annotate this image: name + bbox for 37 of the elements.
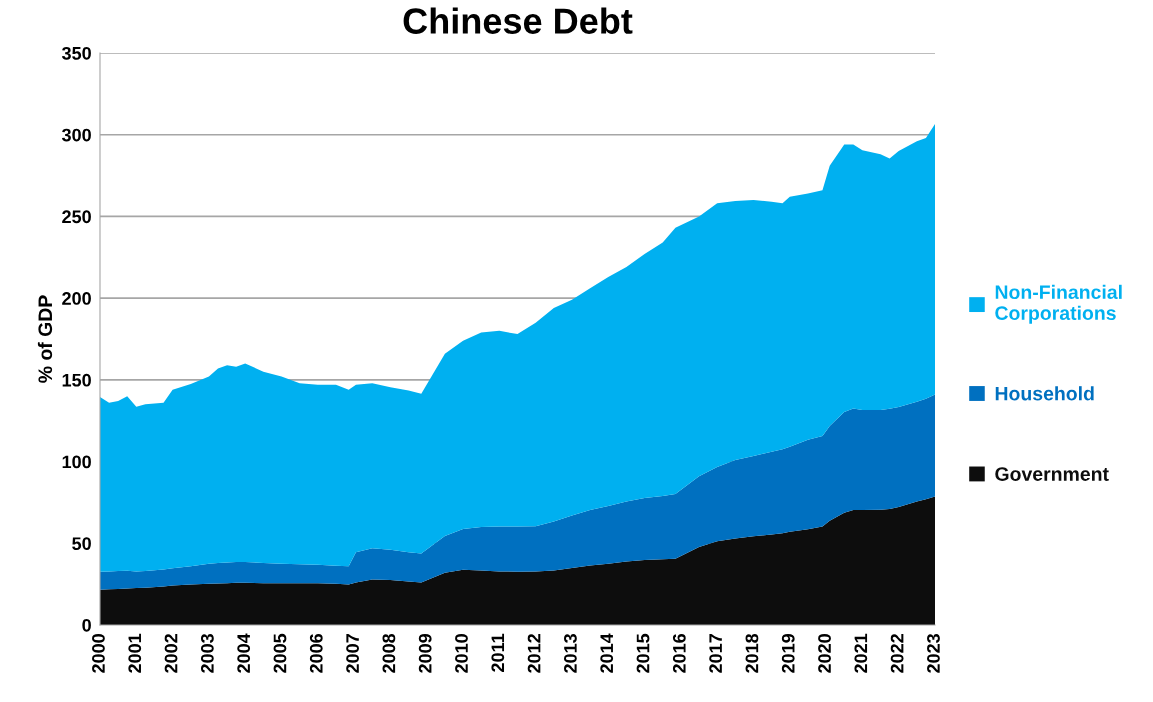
y-tick-label: 100 — [62, 455, 91, 469]
y-tick-label: 350 — [61, 46, 91, 60]
x-tick-label: 2021 — [854, 633, 868, 673]
x-tick-label: 2016 — [672, 633, 686, 673]
x-tick-label: 2019 — [781, 634, 795, 673]
x-tick-label: 2007 — [346, 634, 359, 673]
x-tick-label: 2000 — [92, 634, 105, 673]
y-tick-label: 50 — [72, 537, 91, 551]
x-tick-label: 2011 — [491, 633, 505, 672]
legend-label: Household — [995, 386, 1094, 401]
x-tick-label: 2014 — [600, 633, 614, 673]
legend-label: Non-Financial Corporations — [995, 284, 1122, 324]
x-tick-label: 2001 — [128, 633, 142, 673]
x-tick-label: 2004 — [237, 633, 251, 673]
y-tick-label: 150 — [62, 373, 91, 387]
x-tick-label: 2010 — [455, 634, 468, 673]
chart-title: Chinese Debt — [403, 7, 633, 34]
x-tick-label: 2022 — [890, 634, 904, 673]
x-tick-label: 2017 — [709, 634, 723, 673]
x-tick-label: 2003 — [200, 633, 214, 673]
x-tick-label: 2015 — [636, 633, 650, 673]
legend-label: Government — [995, 467, 1109, 481]
x-tick-label: 2008 — [382, 633, 396, 673]
y-tick-label: 200 — [62, 292, 91, 305]
x-tick-label: 2020 — [818, 634, 831, 673]
y-tick-label: 300 — [61, 128, 91, 142]
x-tick-label: 2012 — [527, 634, 541, 673]
x-tick-label: 2006 — [309, 633, 323, 673]
x-tick-label: 2009 — [418, 634, 432, 673]
x-tick-label: 2023 — [927, 633, 940, 673]
x-tick-label: 2013 — [564, 633, 577, 673]
x-tick-label: 2005 — [273, 633, 287, 673]
y-axis-title: % of GDP — [37, 295, 53, 383]
x-tick-label: 2002 — [164, 634, 178, 673]
y-tick-label: 250 — [62, 210, 91, 224]
y-tick-label: 0 — [82, 618, 91, 632]
x-tick-label: 2018 — [745, 633, 759, 673]
